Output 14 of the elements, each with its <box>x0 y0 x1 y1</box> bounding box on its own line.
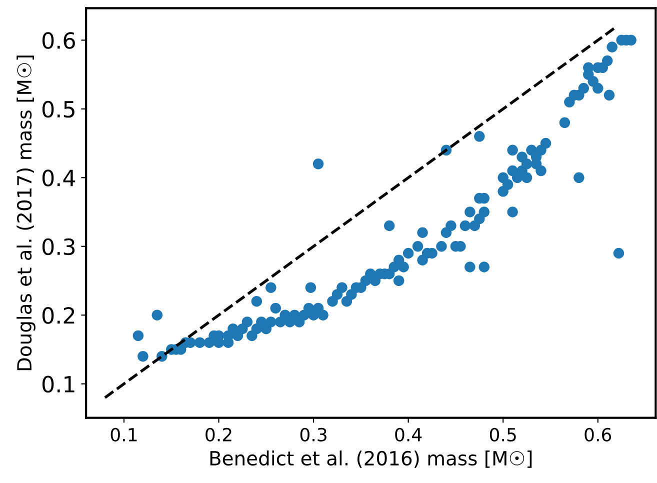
y-tick-label: 0.4 <box>42 170 76 186</box>
y-tick-label: 0.6 <box>42 32 75 49</box>
y-tick-label: 0.3 <box>42 238 75 256</box>
x-tick-label: 0.3 <box>300 428 326 442</box>
y-tick-label: 0.1 <box>42 376 74 393</box>
x-axis-title: Benedict et al. (2016) mass [M☉] <box>210 450 532 468</box>
x-tick-label: 0.5 <box>490 428 516 442</box>
x-tick-label: 0.4 <box>395 428 422 442</box>
x-tick-label: 0.2 <box>206 428 232 442</box>
y-tick-label: 0.2 <box>42 307 74 324</box>
x-tick-label: 0.1 <box>110 428 137 442</box>
y-tick-label: 0.5 <box>42 100 74 118</box>
x-tick-label: 0.6 <box>584 428 612 442</box>
y-axis-title: Douglas et al. (2017) mass [M☉] <box>16 56 36 370</box>
